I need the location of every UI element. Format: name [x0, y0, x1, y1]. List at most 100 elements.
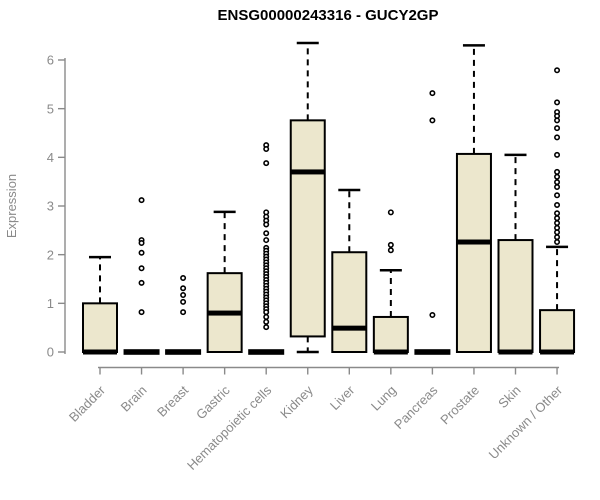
- median-line: [83, 349, 117, 355]
- outlier-point: [554, 173, 561, 180]
- boxplot-kidney: [289, 41, 326, 354]
- outlier-point: [138, 197, 145, 204]
- x-tick-label-bladder: Bladder: [66, 382, 109, 425]
- outlier-point: [554, 67, 561, 74]
- outlier-point: [554, 151, 561, 158]
- outlier-point: [138, 249, 145, 256]
- boxplot-gastric: [206, 210, 243, 353]
- median-line: [123, 349, 160, 355]
- outlier-point: [554, 215, 561, 222]
- outlier-point: [138, 309, 145, 316]
- outlier-point: [263, 160, 270, 167]
- y-tick-label: 1: [47, 296, 54, 311]
- outlier-point: [554, 125, 561, 132]
- iqr-box: [372, 315, 409, 353]
- iqr-box: [455, 152, 492, 353]
- median-line: [498, 349, 533, 355]
- outlier-point: [387, 209, 394, 216]
- y-axis: 0 1 2 3 4 5 6: [47, 53, 66, 360]
- outlier-point: [554, 179, 561, 186]
- x-tick-label-brain: Brain: [118, 383, 150, 415]
- outlier-point: [263, 318, 270, 325]
- outlier-point: [554, 99, 561, 106]
- boxplot-unknown-other: [539, 67, 576, 355]
- outlier-point: [263, 221, 270, 228]
- outlier-point: [429, 90, 436, 97]
- boxplot-brain: [123, 197, 160, 355]
- outlier-point: [554, 134, 561, 141]
- outlier-point: [387, 247, 394, 254]
- boxplot-liver: [331, 188, 368, 353]
- outlier-point: [554, 202, 561, 209]
- outlier-point: [387, 241, 394, 248]
- outlier-point: [263, 230, 270, 237]
- outlier-point: [429, 312, 436, 319]
- median-line: [414, 349, 451, 355]
- outlier-point: [554, 239, 561, 246]
- boxplot-bladder: [82, 255, 118, 355]
- outlier-point: [263, 237, 270, 244]
- median-line: [290, 169, 325, 175]
- outlier-point: [180, 275, 187, 282]
- boxplot-lung: [372, 209, 409, 355]
- outlier-point: [554, 229, 561, 236]
- x-tick-label-prostate: Prostate: [437, 383, 482, 428]
- median-line: [207, 310, 242, 316]
- x-tick-label-kidney: Kidney: [277, 382, 316, 421]
- outlier-point: [180, 285, 187, 292]
- y-tick-label: 4: [47, 150, 54, 165]
- outlier-point: [263, 324, 270, 331]
- outlier-point: [429, 117, 436, 124]
- y-tick-label: 3: [47, 199, 54, 214]
- outlier-point: [138, 279, 145, 286]
- boxplot-breast: [165, 275, 202, 355]
- outlier-point: [554, 210, 561, 217]
- outlier-point: [554, 184, 561, 191]
- y-axis-label: Expression: [4, 174, 19, 238]
- outlier-point: [180, 298, 187, 305]
- boxplot-skin: [497, 153, 534, 355]
- iqr-box: [331, 251, 368, 353]
- outlier-point: [554, 220, 561, 227]
- iqr-box: [539, 309, 576, 354]
- outlier-point: [554, 117, 561, 124]
- outlier-point: [138, 239, 145, 246]
- x-tick-label-liver: Liver: [327, 382, 358, 413]
- x-tick-label-skin: Skin: [495, 383, 523, 411]
- outlier-point: [180, 309, 187, 316]
- iqr-box: [497, 239, 534, 353]
- y-tick-label: 2: [47, 247, 54, 262]
- boxplot-pancreas: [414, 90, 451, 355]
- x-tick-label-pancreas: Pancreas: [391, 382, 441, 432]
- outlier-point: [554, 234, 561, 241]
- outlier-point: [554, 192, 561, 199]
- x-tick-label-lung: Lung: [368, 383, 399, 414]
- median-line: [373, 349, 408, 355]
- y-tick-label: 0: [47, 345, 54, 360]
- outlier-point: [263, 313, 270, 320]
- x-tick-label-unknown-other: Unknown / Other: [486, 382, 566, 462]
- boxplot-hematopoietic-cells: [248, 142, 285, 355]
- chart-title: ENSG00000243316 - GUCY2GP: [218, 7, 439, 24]
- outlier-point: [263, 309, 270, 316]
- median-line: [456, 239, 491, 245]
- outlier-point: [138, 265, 145, 272]
- median-line: [332, 325, 367, 331]
- outlier-point: [180, 292, 187, 299]
- median-line: [540, 349, 575, 355]
- iqr-box: [289, 119, 326, 338]
- median-line: [165, 349, 202, 355]
- x-tick-label-breast: Breast: [154, 382, 191, 419]
- y-tick-label: 5: [47, 101, 54, 116]
- y-tick-label: 6: [47, 53, 54, 68]
- outlier-point: [554, 168, 561, 175]
- boxplot-prostate: [455, 44, 492, 353]
- iqr-box: [82, 302, 118, 354]
- x-tick-label-gastric: Gastric: [193, 382, 233, 422]
- median-line: [248, 349, 285, 355]
- outlier-point: [263, 146, 270, 153]
